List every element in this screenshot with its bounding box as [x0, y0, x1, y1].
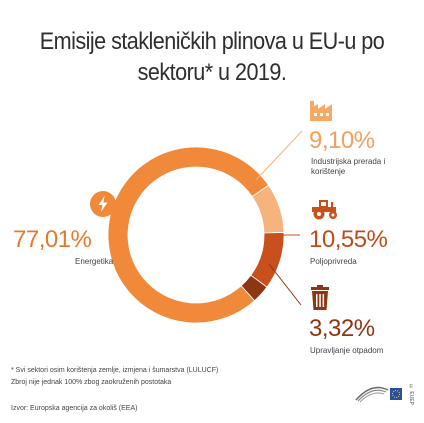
industry-icon-wrap: [309, 99, 337, 126]
waste-label: Upravljanje otpadom: [310, 346, 384, 355]
lightning-icon: [90, 191, 116, 217]
agriculture-label: Poljoprivreda: [310, 257, 357, 266]
source-note: Izvor: Europska agencija za okoliš (EEA): [11, 405, 138, 412]
waste-leader-line: [268, 263, 302, 306]
waste-percent: 3,32%: [309, 315, 375, 342]
logo-text: © EUEP: [408, 384, 414, 406]
industry-leader-line: [255, 130, 303, 181]
european-parliament-logo: © EUEP: [354, 380, 414, 411]
chart-title: Emisije stakleničkih plinova u EU-u po s…: [21, 26, 403, 88]
energy-icon-wrap: [90, 191, 116, 222]
rounding-note: Zbroj nije jednak 100% zbog zaokruženih …: [11, 379, 172, 386]
chart-title-line2: sektoru* u 2019.: [137, 59, 287, 86]
footnote: * Svi sektori osim korištenja zemlje, iz…: [11, 367, 219, 374]
waste-icon-wrap: [309, 285, 331, 316]
energy-label: Energetika: [75, 257, 114, 266]
leader-lines: [255, 130, 303, 306]
industry-label-line1: Industrijska prerada i: [311, 157, 386, 166]
chart-title-line1: Emisije stakleničkih plinova u EU-u po: [39, 28, 385, 55]
slice-energy: [107, 146, 270, 324]
parliament-emblem-icon: [355, 386, 402, 403]
industry-label-line2: korištenje: [311, 167, 346, 176]
energy-percent: 77,01%: [13, 226, 92, 253]
trash-bin-icon: [311, 285, 329, 310]
tractor-icon: [312, 200, 337, 220]
agriculture-percent: 10,55%: [309, 226, 388, 253]
slice-waste: [240, 274, 268, 302]
agriculture-icon-wrap: [309, 198, 341, 225]
industry-percent: 9,10%: [309, 127, 375, 154]
factory-icon: [310, 101, 332, 121]
donut-slices: [107, 146, 285, 324]
